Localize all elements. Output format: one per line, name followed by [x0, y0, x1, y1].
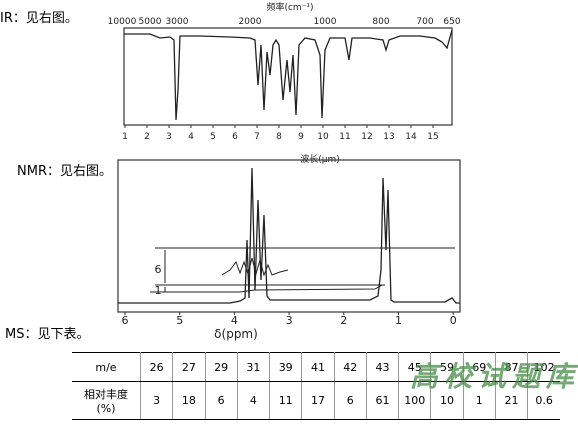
table-cell: 1	[462, 381, 496, 420]
ir-top-tick: 5000	[139, 17, 162, 27]
ir-top-title: 频率(cm⁻¹)	[266, 1, 313, 13]
table-cell: 39	[269, 352, 303, 382]
nmr-x-title: δ(ppm)	[214, 327, 258, 341]
ir-bottom-tick: 1	[122, 132, 128, 142]
table-cell: 3	[139, 381, 174, 420]
table-cell: 61	[365, 381, 400, 420]
table-cell: 100	[398, 381, 432, 420]
spectra: 频率(cm⁻¹) 波长(μm) 6 1 δ(ppm) 10000 5000 3000…	[108, 1, 461, 341]
ir-bottom-tick: 6	[232, 132, 238, 142]
nmr-curve	[118, 167, 460, 304]
ir-bottom-tick: 4	[188, 132, 194, 142]
nmr-tick-label: 0	[450, 314, 457, 327]
ir-bottom-title: 波长(μm)	[300, 153, 340, 165]
ir-bottom-tick: 5	[210, 132, 216, 142]
nmr-label: NMR：见右图。	[17, 164, 112, 179]
integral-label: 1	[155, 284, 162, 297]
ir-bottom-tick: 14	[405, 132, 417, 142]
ir-top-tick: 2000	[239, 17, 262, 27]
ir-bottom-tick: 11	[339, 132, 350, 142]
ir-label: IR：见右图。	[0, 11, 78, 26]
ir-top-tick: 1000	[314, 17, 337, 27]
nmr-tick-label: 1	[395, 314, 402, 327]
ir-bottom-tick: 9	[298, 132, 304, 142]
table-cell: 6	[333, 381, 367, 420]
nmr-tick-label: 3	[286, 314, 293, 327]
ir-top-tick: 800	[372, 17, 389, 27]
table-cell: 4	[236, 381, 271, 420]
ir-top-tick: 3000	[166, 17, 189, 27]
table-cell: 87	[494, 352, 529, 382]
watermark: 高校试题库	[410, 360, 578, 393]
nmr-inset	[221, 257, 289, 277]
ir-bottom-tick: 8	[276, 132, 282, 142]
table-cell: 29	[204, 352, 238, 382]
ir-top-tick: 700	[416, 17, 433, 27]
ir-top-tick: 10000	[108, 17, 137, 27]
table-cell: 6	[204, 381, 238, 420]
table-cell: 102	[527, 352, 560, 382]
nmr-tick-label: 4	[231, 314, 238, 327]
ir-bottom-tick: 3	[166, 132, 172, 142]
nmr-tick-label: 2	[340, 314, 347, 327]
table-cell: 10	[430, 381, 464, 420]
table-cell: 相对丰度 (%)	[72, 381, 141, 420]
ir-curve	[124, 29, 453, 121]
table-cell: 27	[172, 352, 206, 382]
ir-top-tick: 650	[443, 17, 460, 27]
row-label: 相对丰度	[84, 388, 128, 401]
integral-lines	[150, 247, 455, 293]
ir-bottom-tick: 13	[383, 132, 394, 142]
nmr-tick-label: 5	[176, 314, 183, 327]
ir-frame	[123, 27, 453, 126]
table-cell: 31	[236, 352, 271, 382]
table-cell: 41	[301, 352, 335, 382]
table-cell: 43	[365, 352, 400, 382]
ms-label: MS：见下表。	[5, 327, 90, 342]
table-cell: 59	[430, 352, 464, 382]
table-cell: 18	[172, 381, 206, 420]
table-cell: m/e	[72, 352, 141, 382]
row-label: (%)	[96, 402, 116, 415]
ir-bottom-tick: 7	[254, 132, 260, 142]
table-row: m/e 26 27 29 31 39 41 42 43 45 59 69 87 102	[72, 352, 560, 382]
ir-bottom-tick: 12	[361, 132, 372, 142]
ms-table: m/e 26 27 29 31 39 41 42 43 45 59 69 87 102 相对丰度 (%) 3 18…	[72, 352, 560, 420]
table-cell: 0.6	[527, 381, 560, 420]
nmr-frame	[117, 159, 461, 313]
table-cell: 26	[139, 352, 174, 382]
nmr-tick-label: 6	[122, 314, 129, 327]
table-row: 相对丰度 (%) 3 18 6 4 11 17 6 61 100 10 1 21 0.6	[72, 381, 560, 420]
table-cell: 17	[301, 381, 335, 420]
table-cell: 42	[333, 352, 367, 382]
table-cell: 11	[269, 381, 303, 420]
integral-label: 6	[155, 263, 162, 276]
ir-bottom-tick: 15	[427, 132, 438, 142]
ir-bottom-tick: 10	[317, 132, 329, 142]
ir-bottom-tick: 2	[144, 132, 150, 142]
